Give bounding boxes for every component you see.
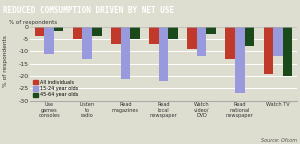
Bar (197, 26, 206, 56)
Bar (264, 26, 273, 74)
Bar (273, 26, 283, 56)
Bar (111, 26, 121, 44)
Bar (54, 26, 63, 32)
Bar (244, 26, 254, 46)
Bar (73, 26, 82, 39)
Text: Source: Ofcom: Source: Ofcom (261, 138, 297, 143)
Bar (82, 26, 92, 59)
Bar (206, 26, 216, 34)
Bar (44, 26, 54, 54)
Bar (168, 26, 178, 39)
Bar (35, 26, 44, 36)
Bar (283, 26, 292, 76)
Bar (235, 26, 244, 93)
Bar (149, 26, 159, 44)
Bar (187, 26, 197, 49)
Text: % of respondents: % of respondents (3, 35, 8, 87)
Legend: All individuals, 15-24 year olds, 45-64 year olds: All individuals, 15-24 year olds, 45-64 … (32, 79, 80, 98)
Bar (159, 26, 168, 81)
Bar (130, 26, 140, 39)
Bar (121, 26, 130, 78)
Text: REDUCED COMSUMPTION DRIVEN BY NET USE: REDUCED COMSUMPTION DRIVEN BY NET USE (3, 6, 174, 15)
Bar (226, 26, 235, 59)
Text: % of respondents: % of respondents (9, 20, 57, 25)
Bar (92, 26, 101, 36)
